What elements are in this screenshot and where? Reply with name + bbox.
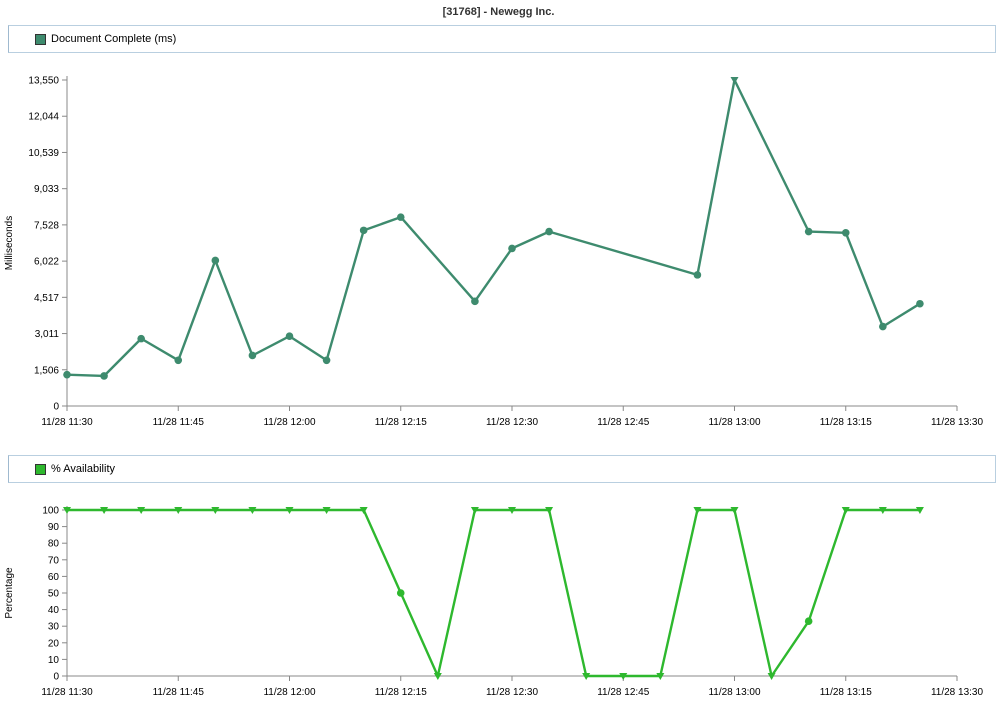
data-point xyxy=(879,322,887,331)
data-point xyxy=(915,507,924,514)
x-tick-label: 11/28 12:15 xyxy=(375,687,428,698)
data-point xyxy=(841,228,850,237)
y-tick-label: 30 xyxy=(48,622,60,633)
data-point xyxy=(545,507,554,514)
y-tick-label: 1,506 xyxy=(34,365,59,376)
y-axis-title: Milliseconds xyxy=(4,216,15,270)
y-tick-label: 7,528 xyxy=(34,220,59,231)
document-complete-chart: 0 1,506 3,011 4,517 6,022 7,528 9,033 10,539 12,… xyxy=(4,76,984,429)
x-tick-label: 11/28 12:00 xyxy=(263,417,316,428)
data-point xyxy=(100,507,109,514)
legend-availability: % Availability xyxy=(8,455,996,483)
y-tick-label: 40 xyxy=(48,605,60,616)
data-point xyxy=(730,507,739,514)
data-point xyxy=(322,507,331,514)
data-point xyxy=(916,299,924,308)
x-tick-label: 11/28 12:30 xyxy=(486,417,539,428)
x-tick-label: 11/28 11:45 xyxy=(153,687,205,698)
data-point xyxy=(285,507,294,514)
data-point xyxy=(137,334,145,343)
y-tick-label: 70 xyxy=(48,555,60,566)
data-point xyxy=(63,370,71,379)
y-tick-label: 13,550 xyxy=(28,76,59,87)
x-tick-label: 11/28 12:30 xyxy=(486,687,539,698)
y-tick-label: 20 xyxy=(48,638,60,649)
data-point xyxy=(730,77,739,84)
data-point xyxy=(767,673,776,680)
x-tick-label: 11/28 13:00 xyxy=(708,417,761,428)
y-tick-label: 80 xyxy=(48,539,60,550)
x-tick-label: 11/28 12:00 xyxy=(263,687,316,698)
data-point xyxy=(470,507,479,514)
data-point xyxy=(137,507,146,514)
data-point xyxy=(211,256,220,265)
series-line xyxy=(67,508,920,678)
y-tick-label: 0 xyxy=(53,672,59,683)
data-point xyxy=(693,507,702,514)
data-point xyxy=(804,227,813,236)
x-tick-label: 11/28 11:30 xyxy=(41,417,93,428)
data-point xyxy=(100,372,108,380)
data-point xyxy=(63,507,71,514)
x-tick-label: 11/28 12:45 xyxy=(597,417,650,428)
page-title: [31768] - Newegg Inc. xyxy=(442,6,555,18)
x-tick-label: 11/28 11:45 xyxy=(153,417,205,428)
x-tick-label: 11/28 12:45 xyxy=(597,687,650,698)
data-point xyxy=(322,356,331,365)
x-tick-label: 11/28 13:15 xyxy=(820,417,873,428)
y-tick-label: 3,011 xyxy=(35,329,60,340)
data-point xyxy=(211,507,220,514)
x-tick-label: 11/28 13:15 xyxy=(820,687,873,698)
data-point xyxy=(359,507,368,514)
data-point xyxy=(878,507,887,514)
legend-label-document-complete: Document Complete (ms) xyxy=(51,33,177,45)
data-point xyxy=(248,507,257,514)
data-point xyxy=(471,297,479,306)
legend-document-complete: Document Complete (ms) xyxy=(8,25,996,53)
y-tick-label: 4,517 xyxy=(34,293,59,304)
x-tick-label: 11/28 11:30 xyxy=(41,687,93,698)
y-axis-title: Percentage xyxy=(4,567,15,619)
series-line xyxy=(66,78,921,378)
legend-swatch-availability xyxy=(35,464,46,475)
data-point xyxy=(619,673,628,680)
data-point xyxy=(248,351,257,360)
y-tick-label: 0 xyxy=(53,402,59,413)
data-point xyxy=(396,589,405,597)
data-point xyxy=(841,507,850,514)
data-point xyxy=(396,213,405,221)
data-point xyxy=(656,673,665,680)
legend-label-availability: % Availability xyxy=(51,463,115,475)
y-tick-label: 12,044 xyxy=(28,112,59,123)
x-tick-label: 11/28 12:15 xyxy=(375,417,428,428)
y-tick-label: 10 xyxy=(48,655,60,666)
data-point xyxy=(508,244,516,253)
data-point xyxy=(285,332,294,341)
data-point xyxy=(545,227,553,236)
data-point xyxy=(804,617,813,626)
y-tick-label: 90 xyxy=(48,522,60,533)
x-tick-label: 11/28 13:30 xyxy=(931,417,984,428)
y-tick-label: 9,033 xyxy=(34,184,59,195)
availability-chart: 0 10 20 30 40 50 60 70 80 90 100 11/28 11:30 11/28 1… xyxy=(4,506,984,699)
data-point xyxy=(693,271,702,279)
data-point xyxy=(433,673,442,680)
data-point xyxy=(508,507,516,514)
x-tick-label: 11/28 13:00 xyxy=(708,687,761,698)
data-point xyxy=(174,356,183,365)
y-tick-label: 10,539 xyxy=(28,148,59,159)
x-tick-label: 11/28 13:30 xyxy=(931,687,984,698)
data-point xyxy=(174,507,183,514)
y-tick-label: 6,022 xyxy=(34,257,59,268)
y-tick-label: 60 xyxy=(48,572,60,583)
y-tick-label: 50 xyxy=(48,589,60,600)
y-tick-label: 100 xyxy=(42,506,59,517)
legend-swatch-document-complete xyxy=(35,34,46,45)
data-point xyxy=(359,226,368,235)
data-point xyxy=(582,673,591,680)
